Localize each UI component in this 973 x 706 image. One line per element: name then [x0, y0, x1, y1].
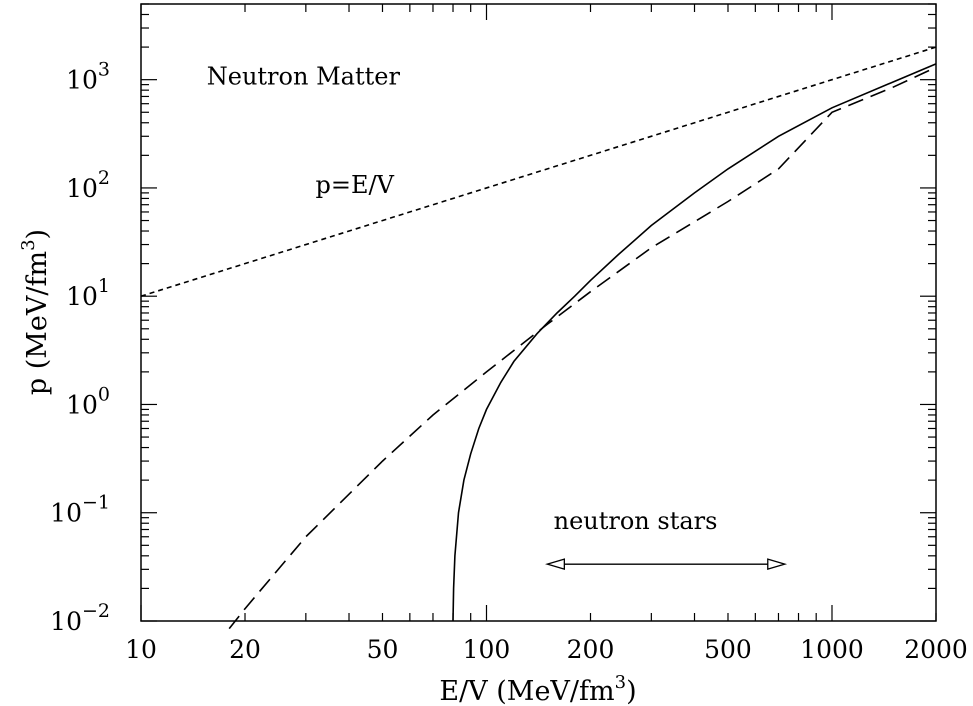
- x-tick-label: 500: [704, 635, 752, 664]
- arrowhead-left: [545, 558, 565, 571]
- series-long-dash-line: [228, 66, 937, 630]
- series-short-dash-line: [140, 46, 937, 297]
- y-tick-label: 100: [66, 383, 110, 419]
- x-tick-label: 100: [463, 635, 511, 664]
- y-tick-label: 103: [66, 59, 110, 95]
- x-tick-label: 2000: [904, 635, 968, 664]
- series-solid-line: [452, 63, 937, 622]
- major-ticks: [140, 4, 936, 622]
- annotation-label: neutron stars: [554, 507, 718, 535]
- y-tick-label: 102: [66, 167, 110, 203]
- y-tick-label: 10−2: [50, 600, 110, 636]
- y-tick-labels: 10−2 10−1 100 101 102 103: [50, 59, 110, 636]
- x-tick-label: 1000: [800, 635, 864, 664]
- annotation-group: Neutron Matter p=E/V neutron stars: [207, 63, 788, 571]
- x-tick-labels: 10 20 50 100 200 500 1000 2000: [125, 635, 968, 664]
- y-tick-label: 10−1: [50, 492, 110, 528]
- x-tick-label: 10: [125, 635, 157, 664]
- y-axis-title: p (MeV/fm3): [18, 229, 53, 395]
- annotation-label: p=E/V: [316, 171, 395, 199]
- minor-ticks: [141, 3, 937, 621]
- arrowhead-right: [767, 558, 788, 571]
- series-group: [140, 46, 937, 630]
- x-tick-label: 20: [229, 635, 261, 664]
- x-tick-label: 50: [367, 635, 399, 664]
- annotation-label: Neutron Matter: [207, 63, 401, 91]
- y-tick-label: 101: [66, 275, 110, 311]
- plot-frame: [140, 3, 937, 622]
- x-axis-title: E/V (MeV/fm3): [439, 672, 636, 706]
- x-tick-label: 200: [567, 635, 615, 664]
